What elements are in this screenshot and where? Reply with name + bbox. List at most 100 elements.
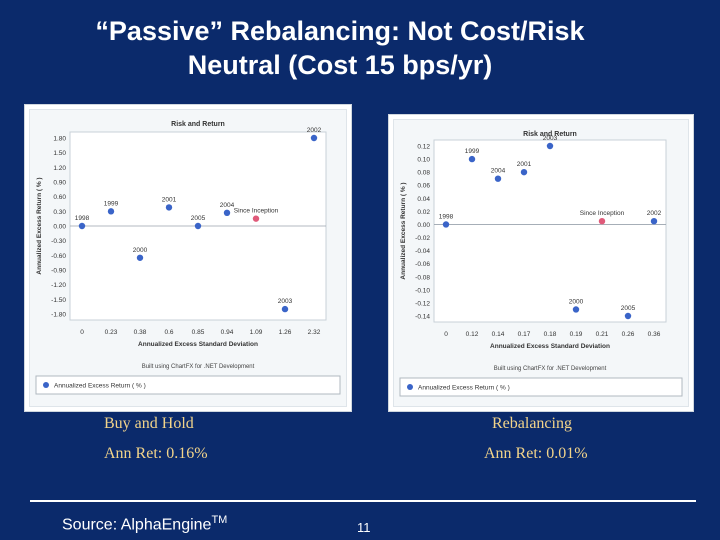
data-point bbox=[252, 215, 260, 222]
y-axis-label: Annualized Excess Return ( % ) bbox=[400, 182, 407, 279]
y-tick-label: -0.90 bbox=[51, 268, 66, 275]
data-point-label: 2001 bbox=[517, 161, 532, 168]
y-tick-label: 1.50 bbox=[53, 150, 66, 157]
data-point bbox=[598, 217, 606, 225]
x-tick-label: 0.17 bbox=[518, 331, 531, 338]
data-point bbox=[165, 204, 173, 211]
data-point bbox=[650, 217, 658, 225]
y-tick-label: -0.30 bbox=[51, 238, 66, 245]
data-point bbox=[520, 168, 528, 176]
data-point-label: 1998 bbox=[439, 213, 454, 220]
data-point bbox=[442, 221, 450, 228]
data-point-label: 2005 bbox=[191, 215, 206, 222]
y-tick-label: 0.00 bbox=[53, 224, 66, 231]
y-tick-label: 0.02 bbox=[417, 209, 430, 216]
data-point-label: 1998 bbox=[75, 215, 90, 222]
data-point-label: 1999 bbox=[104, 200, 119, 207]
x-tick-label: 0.14 bbox=[492, 331, 505, 338]
data-point-label: 2002 bbox=[647, 210, 662, 217]
chart-title: Risk and Return bbox=[523, 131, 577, 138]
x-tick-label: 0.21 bbox=[596, 331, 609, 338]
chart-footer: Built using ChartFX for .NET Development bbox=[142, 364, 255, 370]
legend-box bbox=[399, 377, 683, 397]
x-tick-label: 0 bbox=[444, 331, 448, 338]
legend-label: Annualized Excess Return ( % ) bbox=[54, 383, 146, 390]
data-point-label: 2001 bbox=[162, 196, 177, 203]
y-tick-label: 1.80 bbox=[53, 136, 66, 143]
y-tick-label: -1.50 bbox=[51, 297, 66, 304]
x-tick-label: 0.38 bbox=[134, 329, 147, 336]
x-tick-label: 0.85 bbox=[192, 329, 205, 336]
data-point bbox=[78, 222, 86, 230]
x-tick-label: 0.94 bbox=[221, 329, 234, 336]
y-tick-label: -0.14 bbox=[415, 314, 430, 321]
data-point bbox=[468, 155, 476, 163]
y-tick-label: 0.00 bbox=[417, 222, 430, 229]
x-tick-label: 0.26 bbox=[622, 331, 635, 338]
legend-marker bbox=[43, 382, 49, 388]
caption-left-label: Buy and Hold bbox=[104, 415, 194, 432]
x-tick-label: 0.12 bbox=[466, 331, 479, 338]
data-point-label: 2005 bbox=[621, 305, 636, 312]
data-point-label: 2003 bbox=[278, 298, 293, 305]
x-tick-label: 0.6 bbox=[164, 329, 173, 336]
y-tick-label: -0.12 bbox=[415, 300, 430, 307]
x-axis-label: Annualized Excess Standard Deviation bbox=[138, 341, 258, 348]
chart-panel-buy-and-hold: Risk and Return 1.80 1.50 1.20 0.90 0.60 0.30 0… bbox=[24, 104, 352, 412]
data-point bbox=[310, 134, 318, 142]
x-tick-label: 0.23 bbox=[105, 329, 118, 336]
legend-box bbox=[35, 375, 341, 395]
legend-label: Annualized Excess Return ( % ) bbox=[418, 385, 510, 392]
data-point bbox=[136, 254, 144, 261]
source-trademark: TM bbox=[211, 514, 228, 526]
x-tick-label: 1.26 bbox=[279, 329, 292, 336]
y-tick-label: -1.20 bbox=[51, 282, 66, 289]
data-point bbox=[223, 209, 231, 216]
x-tick-label: 1.09 bbox=[250, 329, 263, 336]
data-point bbox=[572, 306, 580, 313]
data-point-label: Since Inception bbox=[580, 210, 625, 217]
page-number: 11 bbox=[357, 520, 371, 535]
y-tick-label: -1.80 bbox=[51, 312, 66, 319]
title-line-1: “Passive” Rebalancing: Not Cost/Risk bbox=[95, 16, 585, 46]
y-tick-label: 0.10 bbox=[417, 157, 430, 164]
data-point-label: 1999 bbox=[465, 148, 480, 155]
y-tick-label: 0.90 bbox=[53, 180, 66, 187]
chart-panel-inner: Risk and Return 1.80 1.50 1.20 0.90 0.60 0.30 0… bbox=[29, 109, 347, 407]
x-tick-label: 0.19 bbox=[570, 331, 583, 338]
data-point-label: 2002 bbox=[307, 127, 322, 134]
data-point-label: 2004 bbox=[220, 202, 235, 209]
scatter-chart-rebalancing: Risk and Return 0.12 0.10 0.08 0.06 0.04 0.02 0… bbox=[399, 131, 683, 397]
y-tick-label: -0.06 bbox=[415, 261, 430, 268]
footer-divider bbox=[30, 500, 696, 502]
data-point bbox=[494, 175, 502, 182]
title-line-2: Neutral (Cost 15 bps/yr) bbox=[187, 50, 493, 80]
x-tick-label: 0 bbox=[80, 329, 84, 336]
chart-panel-rebalancing: Risk and Return 0.12 0.10 0.08 0.06 0.04 0.02 0… bbox=[388, 114, 694, 412]
y-tick-label: -0.02 bbox=[415, 235, 430, 242]
plot-area bbox=[433, 139, 667, 323]
y-tick-label: -0.04 bbox=[415, 248, 430, 255]
y-tick-label: 0.12 bbox=[417, 144, 430, 151]
caption-right-value: Ann Ret: 0.01% bbox=[484, 445, 588, 462]
y-tick-label: -0.60 bbox=[51, 253, 66, 260]
y-tick-label: 0.04 bbox=[417, 196, 430, 203]
y-tick-label: 0.60 bbox=[53, 194, 66, 201]
scatter-chart-buy-and-hold: Risk and Return1.801.501.200.900.600.300… bbox=[35, 121, 341, 395]
y-tick-label: -0.10 bbox=[415, 287, 430, 294]
legend-marker bbox=[407, 384, 413, 390]
y-tick-label: 0.30 bbox=[53, 209, 66, 216]
data-point-label: 2000 bbox=[569, 298, 584, 305]
y-tick-label: 0.08 bbox=[417, 170, 430, 177]
chart-footer: Built using ChartFX for .NET Development bbox=[494, 366, 607, 372]
chart-panel-inner: Risk and Return 0.12 0.10 0.08 0.06 0.04 0.02 0… bbox=[393, 119, 689, 407]
data-point-label: 2000 bbox=[133, 247, 148, 254]
data-point bbox=[281, 305, 289, 313]
x-tick-label: 0.36 bbox=[648, 331, 661, 338]
source-text: Source: AlphaEngine bbox=[62, 516, 212, 534]
x-axis-label: Annualized Excess Standard Deviation bbox=[490, 343, 610, 350]
y-tick-label: -0.08 bbox=[415, 274, 430, 281]
data-point bbox=[546, 142, 554, 150]
chart-title: Risk and Return bbox=[171, 121, 225, 128]
caption-right-label: Rebalancing bbox=[492, 415, 572, 432]
